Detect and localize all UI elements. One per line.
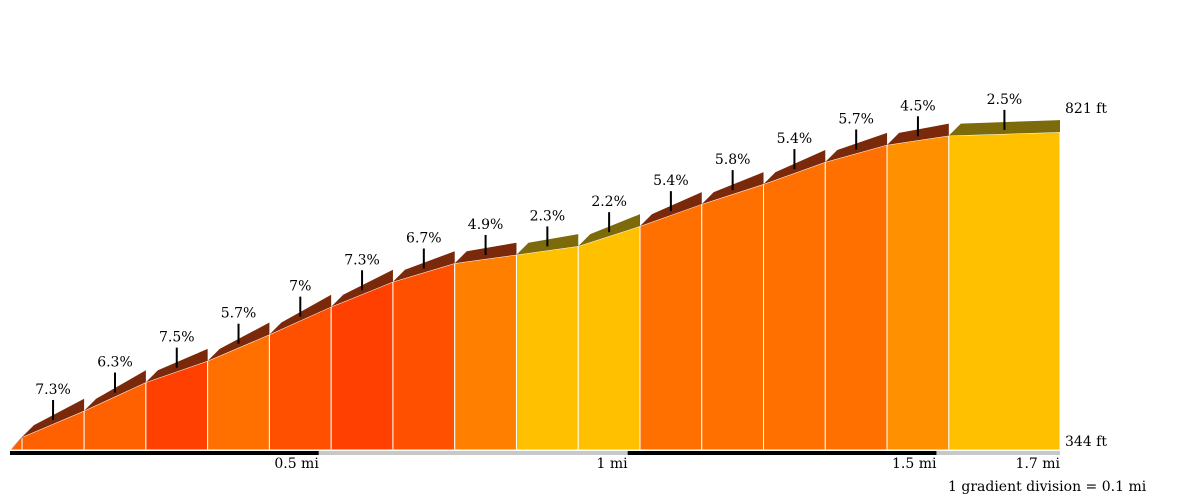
grade-segment bbox=[454, 254, 517, 451]
grade-segment bbox=[515, 245, 579, 451]
grade-label: 5.4% bbox=[653, 173, 689, 189]
grade-label: 7.5% bbox=[159, 330, 195, 346]
grade-label: 7.3% bbox=[344, 252, 380, 268]
distance-tick-label: 1.7 mi bbox=[1016, 456, 1061, 472]
distance-axis-band bbox=[318, 451, 628, 455]
distance-axis: 0.5 mi 1 mi 1.5 mi 1.7 mi bbox=[10, 451, 1061, 472]
grade-label: 5.8% bbox=[715, 152, 751, 168]
grade-segment bbox=[948, 131, 1061, 451]
grade-segment bbox=[577, 225, 641, 451]
distance-tick-label: 0.5 mi bbox=[274, 456, 319, 472]
grade-markers: 7.3% 6.3% 7.5% 5.7% 7% 7.3% 6.7% 4.9% 2.3% 2.2% 5.… bbox=[35, 92, 1022, 420]
grade-label: 5.7% bbox=[838, 111, 874, 127]
distance-tick-label: 1 mi bbox=[597, 456, 629, 472]
grade-segment bbox=[763, 161, 826, 451]
grade-segment bbox=[392, 262, 456, 451]
min-elevation-label: 344 ft bbox=[1065, 434, 1107, 450]
gradient-division-note: 1 gradient division = 0.1 mi bbox=[948, 479, 1147, 495]
grade-label: 5.4% bbox=[777, 131, 813, 147]
grade-segment bbox=[639, 203, 703, 451]
grade-segment bbox=[824, 144, 888, 451]
grade-segment bbox=[330, 281, 394, 451]
distance-axis-band bbox=[936, 451, 1060, 455]
distance-axis-band bbox=[10, 451, 319, 455]
grade-segments bbox=[8, 131, 1061, 451]
distance-axis-band bbox=[627, 451, 937, 455]
grade-label: 4.9% bbox=[468, 217, 504, 233]
grade-segment bbox=[886, 135, 950, 451]
grade-label: 7% bbox=[289, 279, 311, 295]
distance-tick-label: 1.5 mi bbox=[892, 456, 937, 472]
grade-label: 2.2% bbox=[591, 194, 627, 210]
grade-label: 6.7% bbox=[406, 231, 442, 247]
grade-label: 2.5% bbox=[987, 92, 1023, 108]
grade-label: 7.3% bbox=[35, 382, 71, 398]
grade-label: 6.3% bbox=[97, 355, 133, 371]
grade-label: 2.3% bbox=[530, 208, 566, 224]
grade-label: 5.7% bbox=[221, 306, 257, 322]
grade-label: 4.5% bbox=[900, 98, 936, 114]
grade-segment bbox=[701, 183, 765, 451]
max-elevation-label: 821 ft bbox=[1065, 101, 1107, 117]
